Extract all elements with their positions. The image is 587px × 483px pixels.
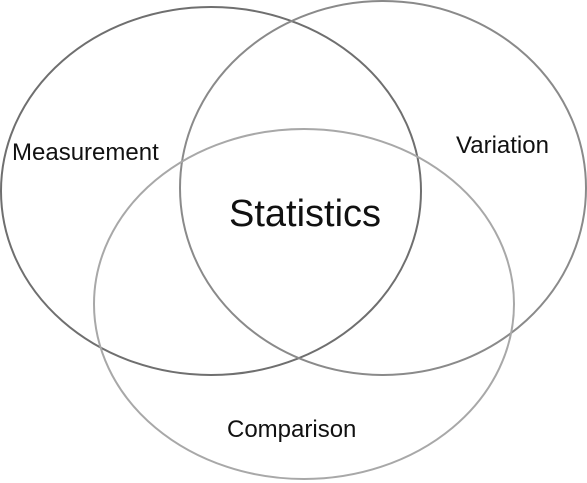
- statistics-label: Statistics: [229, 193, 381, 235]
- measurement-label: Measurement: [12, 139, 159, 166]
- variation-circle: [179, 0, 587, 376]
- variation-label: Variation: [456, 132, 549, 159]
- measurement-circle: [0, 6, 422, 376]
- comparison-circle: [93, 128, 515, 480]
- comparison-label: Comparison: [227, 416, 356, 443]
